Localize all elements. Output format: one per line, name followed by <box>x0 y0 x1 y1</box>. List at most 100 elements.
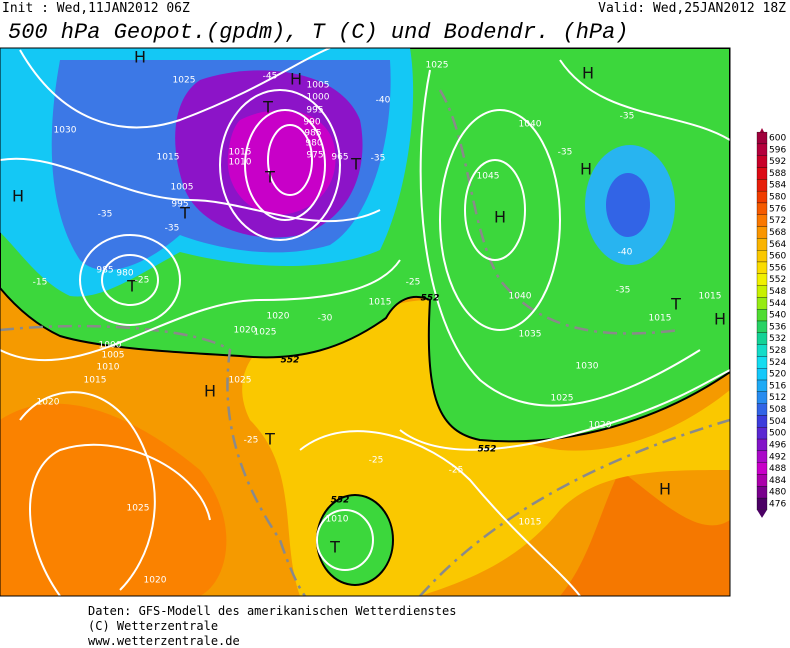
pressure-center: H <box>659 480 671 499</box>
legend-label: 544 <box>769 299 786 309</box>
temperature-label: -45 <box>263 72 278 82</box>
height-label: 552 <box>421 294 440 304</box>
valid-time: Valid: Wed,25JAN2012 18Z <box>598 1 786 16</box>
isobar-label: 1020 <box>234 326 257 336</box>
isobar-label: 1045 <box>477 172 500 182</box>
isobar-label: 1035 <box>519 330 542 340</box>
legend-label: 476 <box>769 500 786 510</box>
legend-cell <box>756 250 768 263</box>
pressure-center: H <box>714 310 726 329</box>
temperature-label: -30 <box>318 314 333 324</box>
isobar-label: 1010 <box>229 158 252 168</box>
legend-cell <box>756 202 768 215</box>
isobar-label: 995 <box>171 200 188 210</box>
pressure-center: T <box>126 277 137 296</box>
temperature-label: -40 <box>618 248 633 258</box>
isobar <box>316 509 374 571</box>
legend-cell <box>756 320 768 333</box>
isobar-label: 1015 <box>229 148 252 158</box>
isobar-label: 1040 <box>519 120 542 130</box>
legend-cell <box>756 190 768 204</box>
temperature-label: -25 <box>369 456 384 466</box>
upper-low-core <box>227 110 336 215</box>
isobar-label: 1015 <box>699 292 722 302</box>
legend-label: 556 <box>769 263 786 273</box>
legend-cell <box>756 474 768 487</box>
isobar <box>244 109 326 221</box>
pressure-center: T <box>264 168 275 187</box>
isobar <box>219 89 341 241</box>
pressure-center: H <box>204 382 216 401</box>
legend-cell <box>756 356 768 369</box>
isobar-label: 1020 <box>267 312 290 322</box>
isobar <box>19 48 331 129</box>
pressure-center: H <box>582 64 594 83</box>
isobar-label: 1020 <box>589 421 612 431</box>
isobar-label: 1025 <box>551 394 574 404</box>
legend-cell <box>756 497 768 511</box>
temperature-label: -15 <box>33 278 48 288</box>
footer-line: www.wetterzentrale.de <box>88 634 240 648</box>
legend-label: 532 <box>769 334 786 344</box>
isobar-label: 1015 <box>369 298 392 308</box>
legend-cell <box>756 415 768 428</box>
legend-label: 592 <box>769 157 786 167</box>
temperature-contour <box>438 89 681 335</box>
isobar <box>0 157 381 223</box>
legend-label: 548 <box>769 287 786 297</box>
isobar <box>267 124 313 196</box>
temperature-contour <box>419 418 730 596</box>
height-label: 552 <box>281 356 300 366</box>
legend-cell <box>756 450 768 463</box>
legend-label: 560 <box>769 252 786 262</box>
isobar <box>19 391 156 591</box>
temperature-label: -25 <box>135 276 150 286</box>
legend-cell <box>756 368 768 381</box>
temperature-label: -35 <box>165 224 180 234</box>
isobar-label: 1010 <box>326 515 349 525</box>
map-frame <box>0 47 731 597</box>
isobar <box>0 259 401 362</box>
legend-label: 512 <box>769 393 786 403</box>
isobar <box>559 59 730 141</box>
pressure-center: H <box>580 160 592 179</box>
legend-cell <box>756 155 768 168</box>
temperature-label: -35 <box>98 210 113 220</box>
legend-label: 540 <box>769 311 786 321</box>
isobar-label: 990 <box>303 118 320 128</box>
legend-cell <box>756 273 768 286</box>
isobar <box>299 430 581 596</box>
legend-cell <box>756 391 768 404</box>
legend-cell <box>756 344 768 357</box>
legend-label: 516 <box>769 381 786 391</box>
legend-label: 504 <box>769 417 786 427</box>
isobar-label: 1025 <box>173 76 196 86</box>
isobar-label: 1040 <box>509 292 532 302</box>
temperature-label: -35 <box>620 112 635 122</box>
legend-label: 488 <box>769 464 786 474</box>
legend-cell <box>756 309 768 322</box>
legend-cell <box>756 143 768 156</box>
pressure-center: H <box>290 70 302 89</box>
pressure-center: H <box>494 208 506 227</box>
temperature-label: -25 <box>449 466 464 476</box>
legend-label: 484 <box>769 476 786 486</box>
isobar <box>464 159 526 261</box>
legend-label: 552 <box>769 275 786 285</box>
isobar <box>101 254 159 306</box>
legend-label: 492 <box>769 452 786 462</box>
pressure-center: T <box>670 295 681 314</box>
pressure-center: T <box>350 155 361 174</box>
legend-label: 600 <box>769 134 786 144</box>
legend-cap <box>757 509 767 518</box>
legend-label: 588 <box>769 169 786 179</box>
pressure-center: T <box>329 538 340 557</box>
warm-core <box>560 470 730 596</box>
legend-cell <box>756 285 768 298</box>
isobar-label: 985 <box>304 129 321 139</box>
isobar-label: 1015 <box>649 314 672 324</box>
isobar-label: 1000 <box>307 93 330 103</box>
isobar-label: 1025 <box>254 328 277 338</box>
